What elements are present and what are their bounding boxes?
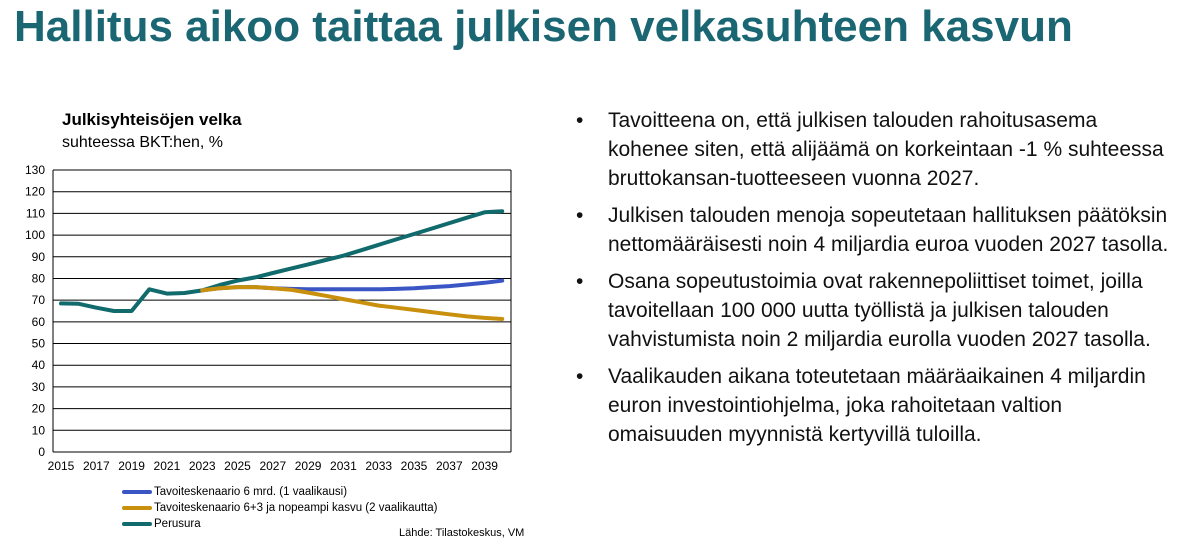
legend-label: Perusura [154,518,201,530]
series-line-3 [59,209,505,313]
y-tick-label: 40 [32,358,46,372]
legend-item: Tavoiteskenaario 6 mrd. (1 vaalikausi) [122,484,438,500]
x-tick-label: 2033 [365,459,392,473]
legend-label: Tavoiteskenaario 6+3 ja nopeampi kasvu (… [154,502,438,514]
y-tick-label: 50 [32,337,46,351]
y-tick-label: 0 [38,445,45,459]
x-tick-label: 2019 [118,459,145,473]
chart-source: Lähde: Tilastokeskus, VM [399,527,525,539]
x-tick-label: 2015 [48,459,75,473]
y-tick-label: 10 [32,423,46,437]
y-tick-label: 110 [26,206,45,220]
debt-chart: 0 10 20 30 40 50 60 70 80 90 100 110 120 130 2015 2017 2… [25,163,512,473]
legend-item: Perusura [122,516,438,532]
y-tick-label: 80 [32,271,46,285]
x-tick-label: 2023 [189,459,216,473]
legend-item: Tavoiteskenaario 6+3 ja nopeampi kasvu (… [122,500,438,516]
bullet-item: Vaalikauden aikana toteutetaan määräaika… [570,362,1170,449]
bullet-item: Tavoitteena on, että julkisen talouden r… [570,106,1170,193]
y-tick-label: 70 [32,293,46,307]
y-tick-label: 130 [25,163,45,177]
x-tick-label: 2035 [401,459,428,473]
y-tick-label: 90 [32,250,46,264]
chart-title: Julkisyhteisöjen velka [62,110,242,129]
y-tick-label: 60 [32,315,46,329]
legend-label: Tavoiteskenaario 6 mrd. (1 vaalikausi) [154,486,348,498]
chart-subtitle: suhteessa BKT:hen, % [62,134,223,151]
x-tick-label: 2027 [259,459,286,473]
x-tick-label: 2039 [471,459,498,473]
bullet-item: Osana sopeutustoimia ovat rakennepoliitt… [570,267,1170,354]
y-tick-label: 20 [32,402,46,416]
chart-legend: Tavoiteskenaario 6 mrd. (1 vaalikausi) T… [122,484,438,532]
slide-title: Hallitus aikoo taittaa julkisen velkasuh… [14,2,1073,51]
bullet-item: Julkisen talouden menoja sopeutetaan hal… [570,201,1170,259]
legend-swatch [122,506,152,510]
y-tick-label: 30 [32,380,46,394]
x-tick-label: 2029 [295,459,322,473]
y-tick-label: 120 [25,185,45,199]
series-line-2 [200,285,505,321]
bullet-list: Tavoitteena on, että julkisen talouden r… [570,106,1170,457]
x-tick-label: 2037 [436,459,463,473]
x-tick-label: 2025 [224,459,251,473]
x-tick-label: 2017 [83,459,110,473]
y-tick-label: 100 [25,228,45,242]
legend-swatch [122,522,152,526]
x-tick-label: 2031 [330,459,357,473]
legend-swatch [122,490,152,494]
x-tick-label: 2021 [154,459,181,473]
